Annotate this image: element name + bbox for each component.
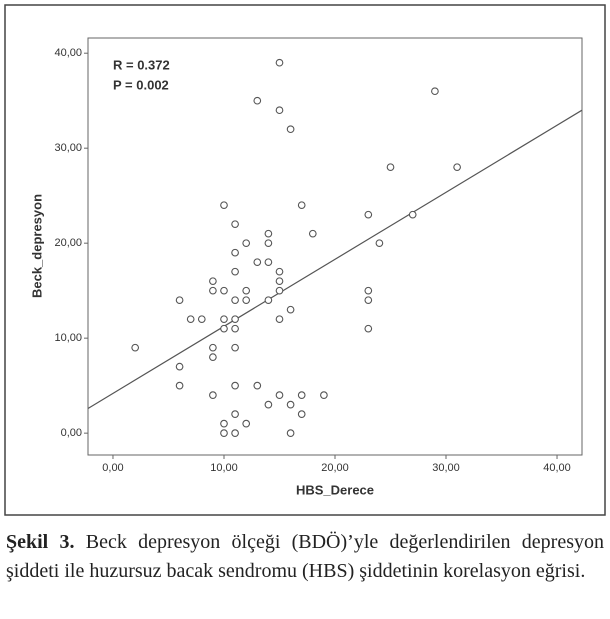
point [175,381,184,390]
point [209,343,217,352]
point [286,305,295,314]
point [220,286,228,295]
x-tick-label: 40,00 [543,462,571,474]
point [286,429,295,438]
point [364,210,373,219]
point [264,258,273,267]
point [231,410,239,419]
point [297,391,306,400]
point [175,362,184,371]
point [231,315,239,324]
point [242,286,251,295]
point [275,277,284,286]
point [297,201,306,210]
point [320,391,328,400]
y-axis-title: Beck_depresyon [29,194,44,298]
plot-frame [87,37,583,456]
point [220,324,228,333]
point [375,239,384,248]
point [231,220,239,229]
y-tick-label: 10,00 [54,332,82,344]
point [231,429,239,438]
point [175,296,184,305]
annotation: R = 0.372 [113,57,170,72]
point [231,248,239,257]
point [286,400,295,409]
point [264,400,273,409]
point [220,429,228,438]
point [209,353,217,362]
point [275,286,284,295]
point [364,324,373,333]
point [242,239,251,248]
point [209,277,217,286]
point [431,87,439,96]
caption: Şekil 3. Beck depresyon ölçeği (BDÖ)’yle… [6,528,604,586]
point [275,58,284,67]
y-tick-label: 40,00 [54,47,82,59]
point [308,229,317,238]
y-tick-label: 30,00 [54,142,82,154]
point [453,163,461,172]
point [231,324,239,333]
x-tick-label: 30,00 [432,462,460,474]
x-axis-title: HBS_Derece [296,482,374,497]
point [220,315,228,324]
annotation: P = 0.002 [113,77,169,92]
x-tick-label: 10,00 [210,462,238,474]
point [386,163,395,172]
y-tick-label: 20,00 [54,237,82,249]
point [275,106,284,115]
point [231,343,239,352]
point [131,343,140,352]
point [275,391,284,400]
point [242,296,251,305]
point [197,315,206,324]
caption-text: Beck depresyon ölçeği (BDÖ)’yle değerlen… [6,531,604,582]
point [275,267,284,276]
point [231,267,239,276]
point [253,258,262,267]
point [408,210,417,219]
point [364,286,373,295]
point [242,419,251,428]
x-tick-label: 0,00 [102,462,123,474]
point [253,381,262,390]
point [275,315,284,324]
point [220,419,228,428]
point [231,381,239,390]
point [253,96,262,105]
x-tick-label: 20,00 [321,462,349,474]
caption-label: Şekil 3. [6,531,75,553]
chart: R = 0.372 P = 0.002 HBS_Derece Beck_depr… [4,4,606,516]
point [264,229,273,238]
point [364,296,373,305]
point [264,239,273,248]
point [209,391,217,400]
point [231,296,239,305]
point [186,315,195,324]
point [286,125,295,134]
y-tick-label: 0,00 [61,427,82,439]
point [264,296,273,305]
point [209,286,217,295]
point [297,410,306,419]
trend-line [87,109,583,409]
point [220,201,228,210]
